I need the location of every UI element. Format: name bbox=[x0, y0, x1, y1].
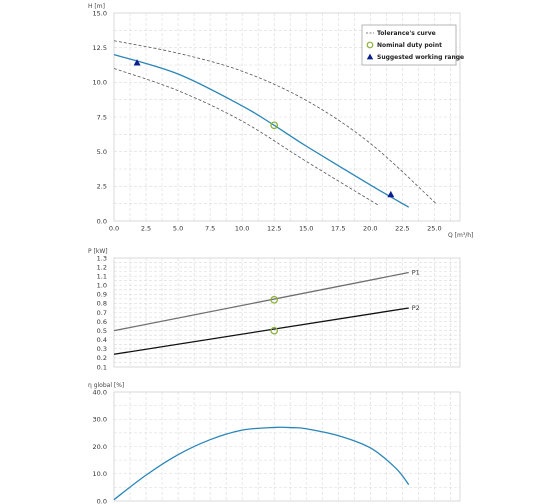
working-range-marker bbox=[387, 190, 395, 198]
y-tick-label: 10.0 bbox=[93, 79, 107, 87]
y-tick-label: 0.3 bbox=[97, 345, 107, 353]
chart-panel-2 bbox=[113, 257, 461, 368]
series-label-p1: P1 bbox=[412, 269, 420, 277]
series-line-p1 bbox=[113, 271, 409, 332]
y-tick-label: 1.2 bbox=[97, 263, 107, 271]
y-tick-label: 15.0 bbox=[93, 9, 107, 17]
legend-box bbox=[361, 24, 457, 66]
x-tick-label: 0.0 bbox=[109, 225, 119, 233]
legend-triangle-swatch bbox=[366, 53, 374, 60]
y-tick-label: 5.0 bbox=[97, 148, 107, 156]
y-axis-label: η global [%] bbox=[88, 382, 124, 389]
y-tick-label: 20.0 bbox=[93, 443, 107, 451]
y-tick-label: 0.7 bbox=[97, 309, 107, 317]
y-tick-label: 0.4 bbox=[97, 336, 107, 344]
y-tick-label: 0.1 bbox=[97, 363, 107, 371]
series-line-pump-curve bbox=[113, 53, 410, 208]
y-tick-label: 0.2 bbox=[97, 354, 107, 362]
series-line-efficiency bbox=[113, 426, 410, 501]
chart-panel-1 bbox=[113, 12, 461, 222]
legend-circle-swatch bbox=[366, 41, 374, 49]
y-tick-label: 0.8 bbox=[97, 300, 107, 308]
x-tick-label: 2.5 bbox=[141, 225, 151, 233]
legend-label: Nominal duty point bbox=[377, 42, 442, 49]
x-tick-label: 25.0 bbox=[427, 225, 441, 233]
duty-point-marker bbox=[270, 295, 279, 304]
series-line-tolerance-upper bbox=[113, 40, 438, 205]
y-tick-label: 0.9 bbox=[97, 291, 107, 299]
working-range-marker bbox=[133, 59, 141, 66]
duty-point-marker bbox=[270, 121, 279, 130]
series-line-p2 bbox=[113, 307, 409, 355]
x-tick-label: 20.0 bbox=[363, 225, 377, 233]
x-tick-label: 7.5 bbox=[205, 225, 215, 233]
y-tick-label: 1.0 bbox=[97, 282, 107, 290]
chart-panel-3 bbox=[113, 391, 461, 502]
x-tick-label: 10.0 bbox=[235, 225, 249, 233]
x-tick-label: 22.5 bbox=[395, 225, 409, 233]
series-label-p2: P2 bbox=[412, 304, 420, 312]
plot-frame bbox=[113, 391, 461, 502]
y-tick-label: 0.0 bbox=[97, 217, 107, 225]
plot-frame bbox=[113, 257, 461, 368]
y-tick-label: 40.0 bbox=[93, 388, 107, 396]
x-tick-label: 15.0 bbox=[299, 225, 313, 233]
y-tick-label: 30.0 bbox=[93, 416, 107, 424]
y-tick-label: 7.5 bbox=[97, 113, 107, 121]
y-tick-label: 0.0 bbox=[97, 497, 107, 504]
legend-label: Tolerance's curve bbox=[377, 30, 436, 37]
y-tick-label: 1.1 bbox=[97, 272, 107, 280]
y-tick-label: 1.3 bbox=[97, 254, 107, 262]
y-tick-label: 2.5 bbox=[97, 183, 107, 191]
y-axis-label: H [m] bbox=[88, 3, 105, 10]
y-axis-label: P [kW] bbox=[88, 248, 108, 255]
y-tick-label: 0.5 bbox=[97, 327, 107, 335]
plot-frame bbox=[113, 12, 461, 222]
y-tick-label: 0.6 bbox=[97, 318, 107, 326]
x-tick-label: 17.5 bbox=[331, 225, 345, 233]
y-tick-label: 10.0 bbox=[93, 470, 107, 478]
legend-label: Suggested working range bbox=[377, 54, 464, 61]
series-line-tolerance-lower bbox=[113, 68, 380, 207]
x-tick-label: 12.5 bbox=[267, 225, 281, 233]
x-tick-label: 5.0 bbox=[173, 225, 183, 233]
x-axis-label: Q [m³/h] bbox=[448, 232, 473, 239]
duty-point-marker bbox=[270, 326, 279, 335]
y-tick-label: 12.5 bbox=[93, 44, 107, 52]
